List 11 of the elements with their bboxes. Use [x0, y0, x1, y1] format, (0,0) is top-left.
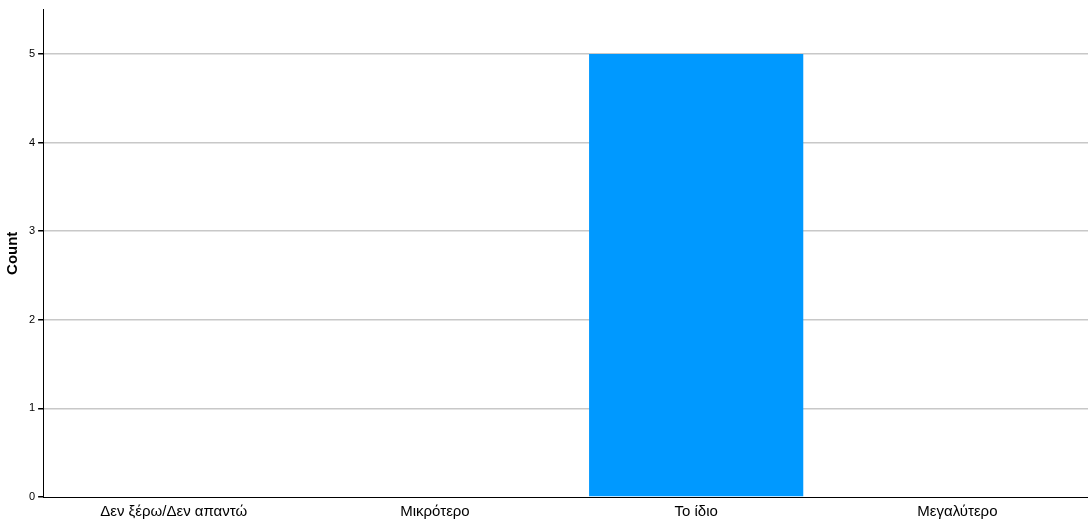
- x-tick-label: Μεγαλύτερο: [917, 502, 998, 520]
- y-tick-label: 2: [28, 312, 36, 325]
- y-tick-label: 5: [28, 46, 36, 59]
- y-axis-title: Count: [3, 231, 21, 275]
- x-tick-label: Το ίδιο: [674, 502, 718, 520]
- y-tick-label: 1: [28, 401, 36, 414]
- y-tick-label: 4: [28, 135, 36, 148]
- y-tick-label: 3: [28, 224, 36, 237]
- x-tick-label: Δεν ξέρω/Δεν απαντώ: [100, 502, 248, 520]
- x-tick-label: Μικρότερο: [400, 502, 470, 520]
- y-tick-label: 0: [28, 490, 36, 503]
